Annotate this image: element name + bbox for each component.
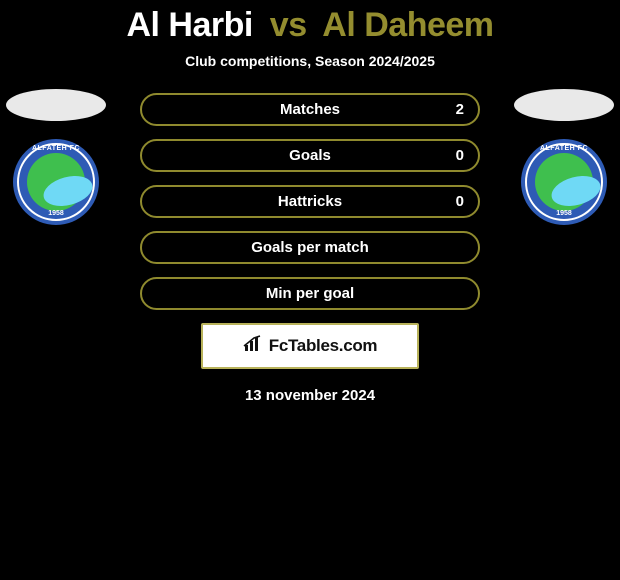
- main-area: ALFATEH FC 1958 ALFATEH FC 1958 Matches2…: [0, 89, 620, 404]
- player-left-avatar-placeholder: [6, 89, 106, 121]
- player-right-avatar-placeholder: [514, 89, 614, 121]
- stat-label: Min per goal: [142, 285, 478, 302]
- right-player-column: ALFATEH FC 1958: [514, 89, 614, 225]
- club-badge-right: ALFATEH FC 1958: [521, 139, 607, 225]
- club-year-left: 1958: [13, 210, 99, 217]
- club-year-right: 1958: [521, 210, 607, 217]
- stat-row: Matches2: [140, 93, 480, 126]
- left-player-column: ALFATEH FC 1958: [6, 89, 106, 225]
- club-name-top-right: ALFATEH FC: [521, 145, 607, 152]
- brand-text: FcTables.com: [269, 336, 378, 356]
- stat-label: Goals: [142, 147, 478, 164]
- stat-value-right: 2: [456, 101, 464, 118]
- brand-box[interactable]: FcTables.com: [201, 323, 419, 369]
- stat-label: Hattricks: [142, 193, 478, 210]
- stat-label: Matches: [142, 101, 478, 118]
- club-badge-left: ALFATEH FC 1958: [13, 139, 99, 225]
- stats-list: Matches2Goals0Hattricks0Goals per matchM…: [140, 89, 480, 310]
- bar-chart-icon: [243, 335, 265, 358]
- stat-row: Goals0: [140, 139, 480, 172]
- subtitle: Club competitions, Season 2024/2025: [0, 53, 620, 69]
- date-label: 13 november 2024: [0, 387, 620, 404]
- vs-label: vs: [270, 6, 307, 44]
- club-name-top-left: ALFATEH FC: [13, 145, 99, 152]
- stat-label: Goals per match: [142, 239, 478, 256]
- player-right-name: Al Daheem: [322, 6, 493, 44]
- page-title: Al Harbi vs Al Daheem: [0, 0, 620, 49]
- comparison-card: Al Harbi vs Al Daheem Club competitions,…: [0, 0, 620, 580]
- stat-row: Hattricks0: [140, 185, 480, 218]
- stat-row: Goals per match: [140, 231, 480, 264]
- stat-value-right: 0: [456, 193, 464, 210]
- stat-row: Min per goal: [140, 277, 480, 310]
- stat-value-right: 0: [456, 147, 464, 164]
- player-left-name: Al Harbi: [126, 6, 252, 44]
